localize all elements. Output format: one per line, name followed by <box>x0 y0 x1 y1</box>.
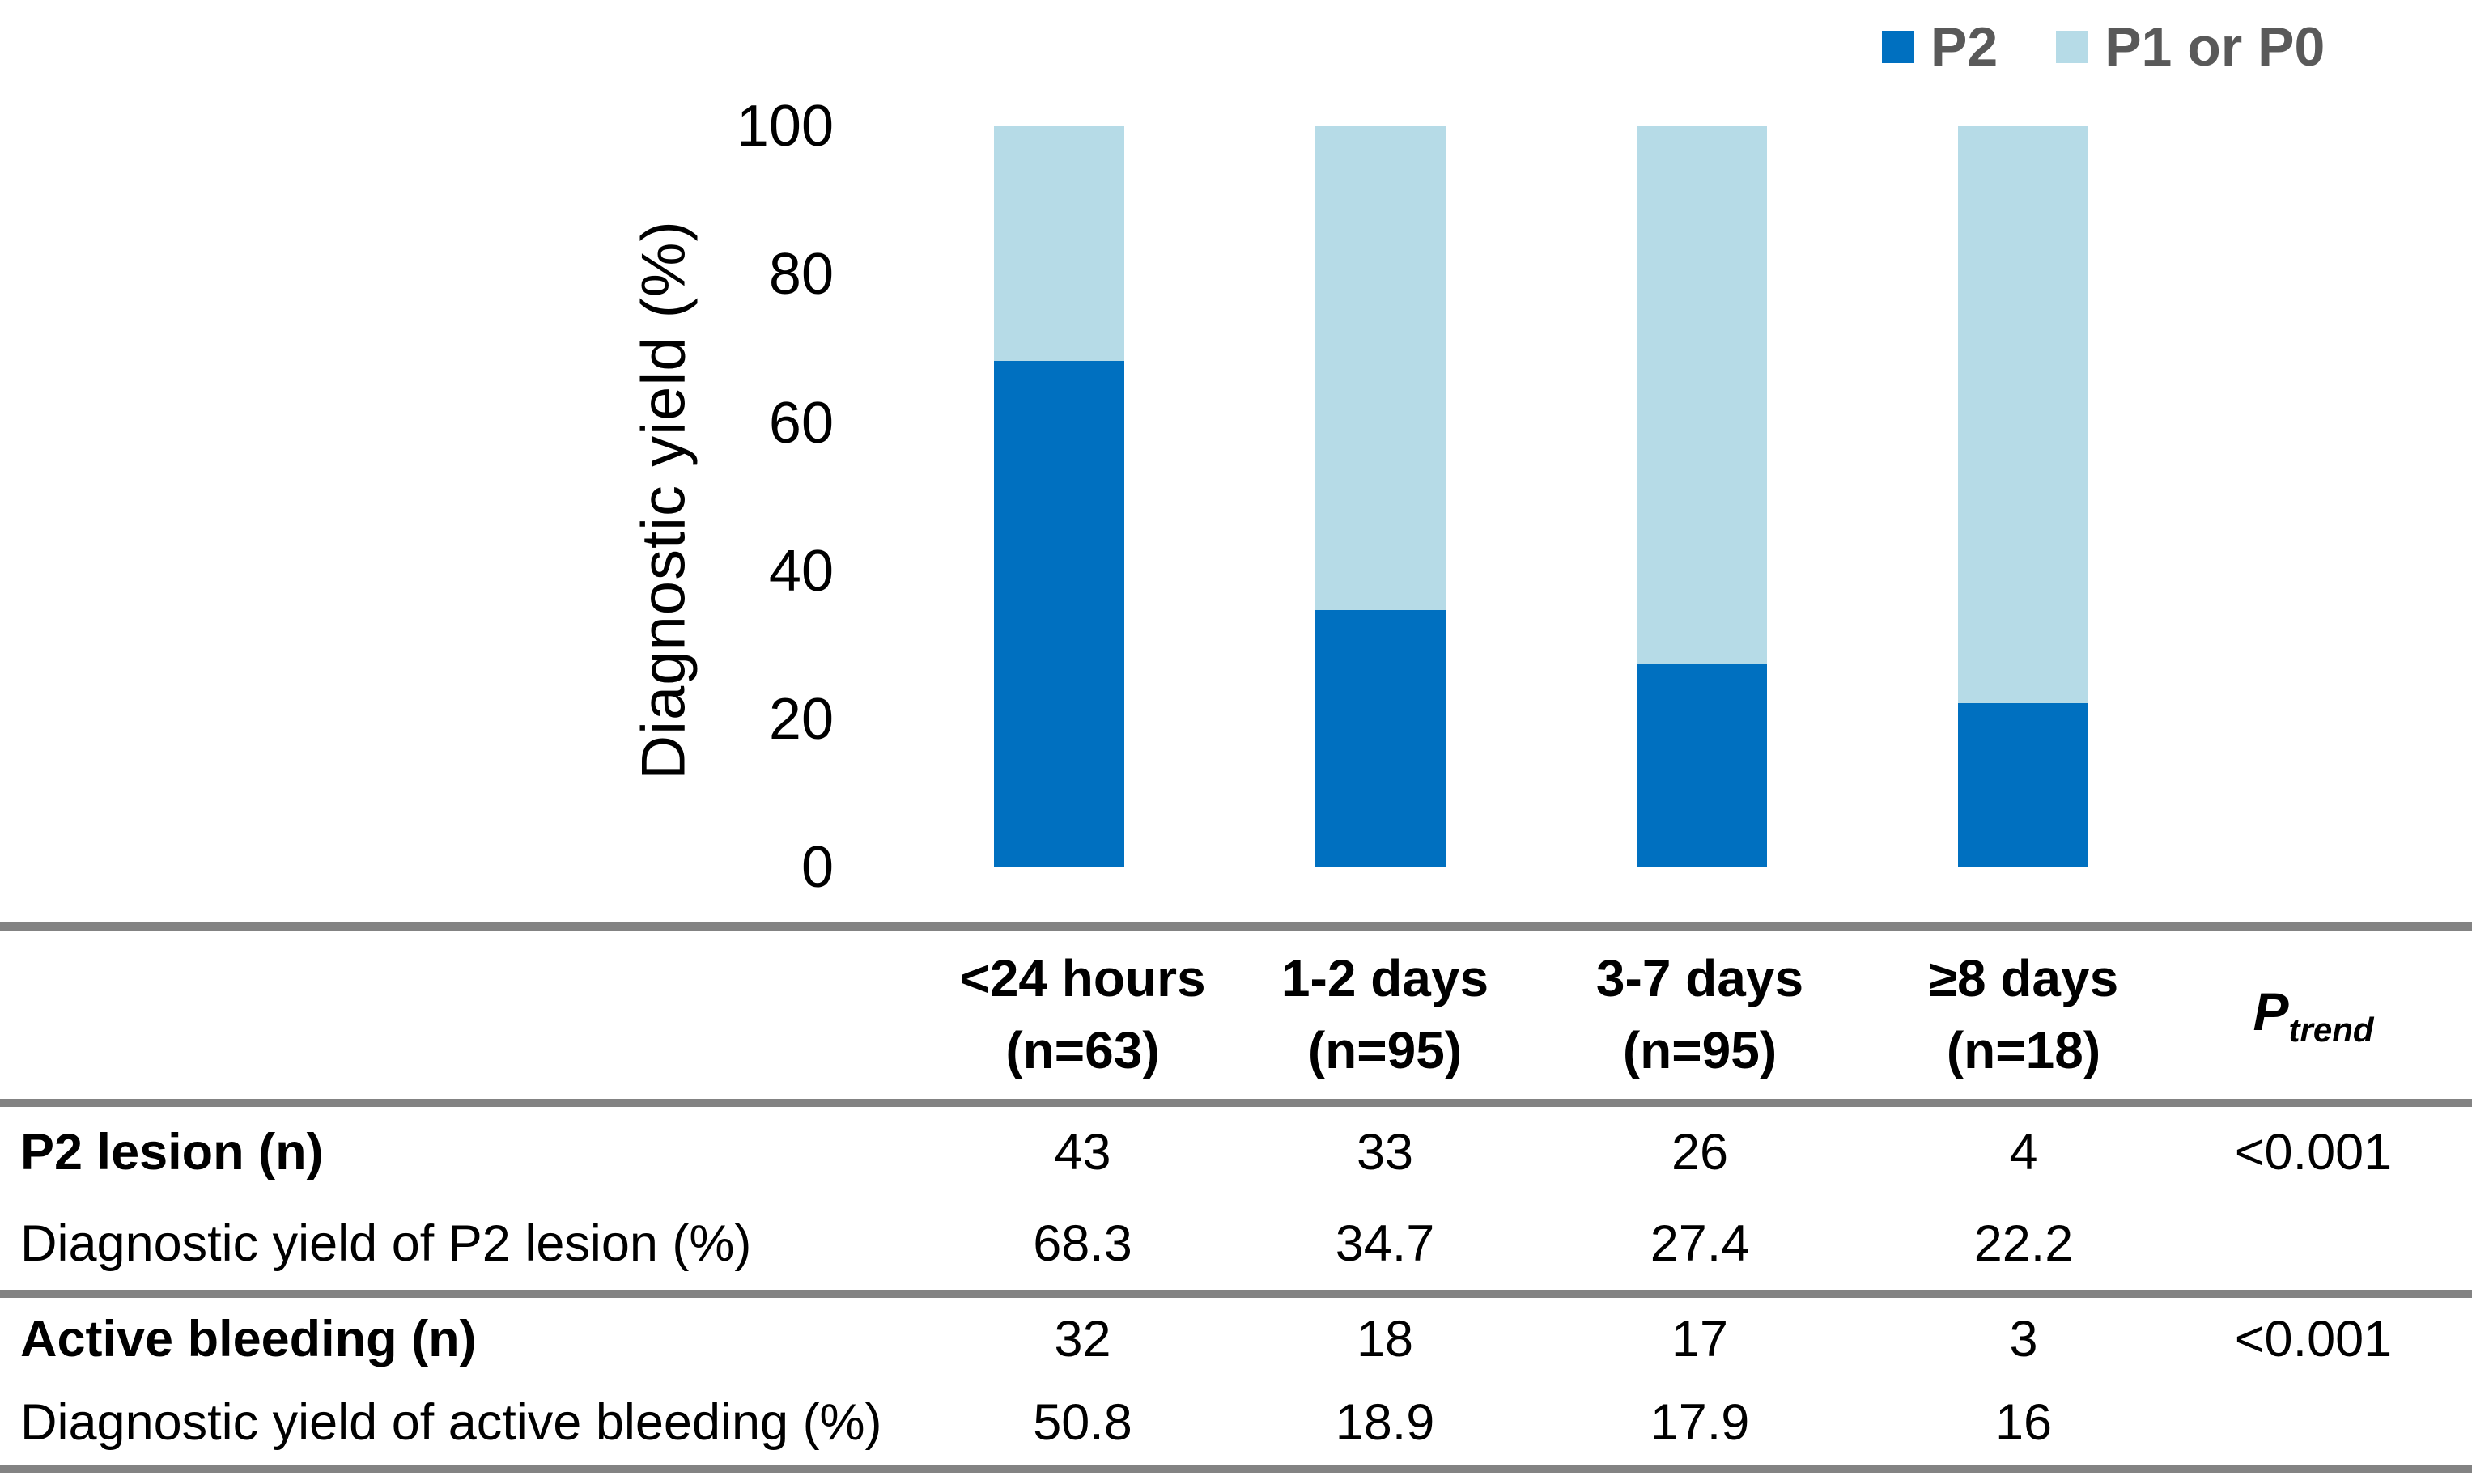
table-header-row: <24 hours (n=63) 1-2 days (n=95) 3-7 day… <box>0 922 2472 1107</box>
legend-item-p2: P2 <box>1882 19 1998 74</box>
row-label: Diagnostic yield of active bleeding (%) <box>20 1394 882 1452</box>
cell-value: 68.3 <box>1033 1215 1132 1273</box>
table-row-p2-yield: Diagnostic yield of P2 lesion (%) 68.3 3… <box>0 1198 2472 1298</box>
ptrend-p: P <box>2253 981 2289 1041</box>
y-tick-label-60: 60 <box>768 391 834 456</box>
cell-value: 22.2 <box>1973 1215 2074 1273</box>
table-row-active-bleeding: Active bleeding (n) 32 18 17 3 <0.001 <box>0 1298 2472 1381</box>
chart-legend: P2 P1 or P0 <box>1882 11 2325 83</box>
column-header-line1: ≥8 days <box>1928 948 2119 1007</box>
column-header-3-7d: 3-7 days (n=95) <box>1507 948 1892 1079</box>
y-tick-label-20: 20 <box>768 687 834 752</box>
cell-value: 4 <box>2009 1124 2038 1181</box>
column-header-line1: <24 hours <box>959 948 1206 1007</box>
y-tick-label-40: 40 <box>768 539 834 604</box>
column-header-line2: (n=63) <box>1005 1021 1160 1079</box>
bar-segment-p1p0 <box>1637 126 1767 665</box>
bar-segment-p2 <box>1958 702 2088 867</box>
bar-3 <box>1637 126 1767 867</box>
legend-label-p2: P2 <box>1930 16 1998 78</box>
y-tick-label-0: 0 <box>801 835 834 900</box>
column-header-line1: 3-7 days <box>1595 948 1804 1007</box>
data-table: <24 hours (n=63) 1-2 days (n=95) 3-7 day… <box>0 922 2472 1473</box>
row-label: Active bleeding (n) <box>20 1311 477 1368</box>
bar-segment-p2 <box>994 361 1124 867</box>
bar-segment-p2 <box>1637 664 1767 867</box>
row-label: P2 lesion (n) <box>20 1124 324 1181</box>
column-header-1-2d: 1-2 days (n=95) <box>1263 948 1507 1079</box>
bar-segment-p2 <box>1315 610 1446 867</box>
bar-1 <box>994 126 1124 867</box>
cell-value: 27.4 <box>1650 1215 1750 1273</box>
cell-value: 50.8 <box>1033 1394 1132 1452</box>
table-row-bleeding-yield: Diagnostic yield of active bleeding (%) … <box>0 1381 2472 1473</box>
column-header-line2: (n=95) <box>1622 1021 1778 1079</box>
bar-4 <box>1958 126 2088 867</box>
cell-value: 34.7 <box>1335 1215 1435 1273</box>
ptrend-sub: trend <box>2288 1010 2374 1049</box>
bar-2 <box>1315 126 1446 867</box>
cell-value: 18 <box>1356 1311 1414 1368</box>
column-header-lt24h: <24 hours (n=63) <box>903 948 1263 1079</box>
column-header-line1: 1-2 days <box>1281 948 1489 1007</box>
bar-segment-p1p0 <box>1958 126 2088 703</box>
bar-segment-p1p0 <box>1315 126 1446 611</box>
legend-swatch-p2 <box>1882 31 1914 63</box>
y-tick-label-100: 100 <box>736 94 834 159</box>
cell-value: 3 <box>2009 1311 2038 1368</box>
cell-value: 17.9 <box>1650 1394 1750 1452</box>
cell-value: 32 <box>1054 1311 1111 1368</box>
legend-label-p1p0: P1 or P0 <box>2105 16 2325 78</box>
table-row-p2-lesion: P2 lesion (n) 43 33 26 4 <0.001 <box>0 1107 2472 1198</box>
column-header-ge8d: ≥8 days (n=18) <box>1892 948 2155 1079</box>
legend-item-p1p0: P1 or P0 <box>2056 19 2325 74</box>
p-value: <0.001 <box>2234 1124 2393 1181</box>
cell-value: 16 <box>1994 1394 2053 1452</box>
column-header-ptrend: Ptrend <box>2155 981 2472 1049</box>
legend-swatch-p1p0 <box>2056 31 2089 63</box>
cell-value: 43 <box>1054 1124 1111 1181</box>
row-label: Diagnostic yield of P2 lesion (%) <box>20 1215 752 1273</box>
y-tick-label-80: 80 <box>768 242 834 307</box>
bar-segment-p1p0 <box>994 126 1124 362</box>
column-header-line2: (n=18) <box>1946 1021 2101 1079</box>
cell-value: 33 <box>1356 1124 1414 1181</box>
cell-value: 17 <box>1671 1311 1729 1368</box>
p-value: <0.001 <box>2234 1311 2393 1368</box>
cell-value: 18.9 <box>1335 1394 1435 1452</box>
column-header-line2: (n=95) <box>1307 1021 1463 1079</box>
cell-value: 26 <box>1671 1124 1729 1181</box>
plot-area <box>0 126 2472 867</box>
